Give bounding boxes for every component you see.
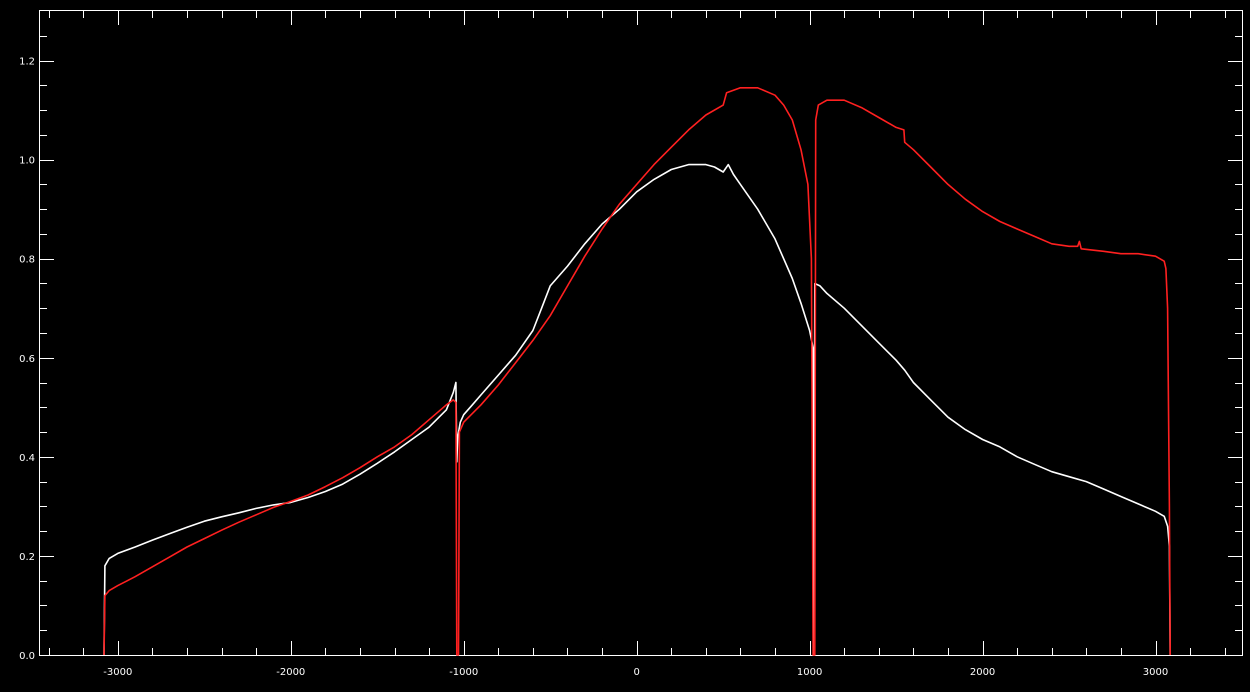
series-line-2 [103, 87, 1171, 656]
tick-layer [40, 11, 1242, 655]
y-tick-label: 1.2 [19, 57, 35, 68]
y-tick-label: 0.6 [19, 354, 35, 365]
tick-label-layer: -3000 -2000 -1000 0 1000 2000 3000 0.0 0.2 0.4 0.6… [19, 57, 1168, 678]
x-tick-label: 2000 [970, 667, 995, 678]
y-tick-label: 0.8 [19, 255, 35, 266]
x-tick-label: -2000 [276, 667, 305, 678]
y-tick-label: 0.2 [19, 552, 35, 563]
x-tick-label: -3000 [103, 667, 132, 678]
series-line-1 [103, 163, 1171, 656]
y-tick-label: 1.0 [19, 156, 35, 167]
x-tick-label: 3000 [1143, 667, 1168, 678]
x-tick-label: 1000 [797, 667, 822, 678]
y-tick-label: 0.0 [19, 651, 35, 662]
series-layer [103, 87, 1171, 656]
x-tick-label: 0 [633, 667, 639, 678]
x-tick-label: -1000 [449, 667, 478, 678]
y-tick-label: 0.4 [19, 453, 35, 464]
plot-frame [39, 10, 1243, 656]
